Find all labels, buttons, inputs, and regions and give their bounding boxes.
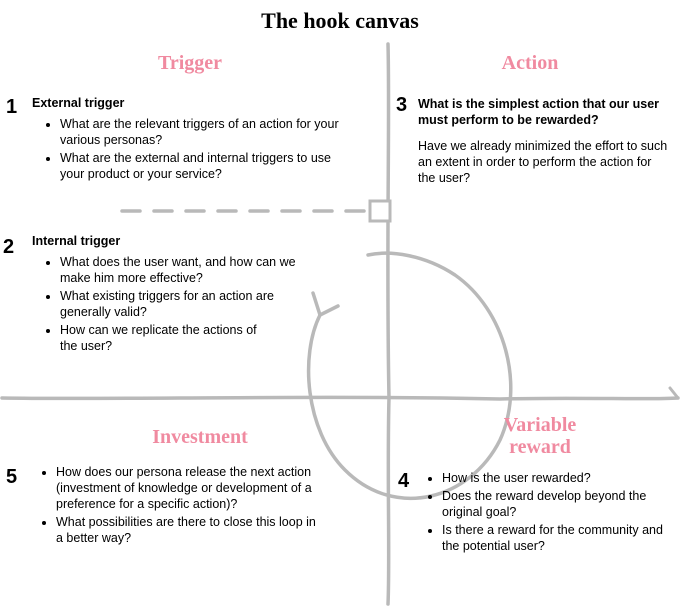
trigger-internal-bullets: What does the user want, and how can we … [32, 254, 322, 354]
list-item: What are the external and internal trigg… [60, 150, 342, 182]
trigger-external-section: External trigger What are the relevant t… [32, 96, 342, 184]
trigger-external-bullets: What are the relevant triggers of an act… [32, 116, 342, 182]
list-item: Does the reward develop beyond the origi… [442, 488, 670, 520]
step-number-4: 4 [398, 470, 409, 493]
investment-bullets: How does our persona release the next ac… [28, 464, 320, 546]
list-item: What does the user want, and how can we … [60, 254, 322, 286]
investment-section: How does our persona release the next ac… [28, 462, 320, 548]
variable-reward-section: How is the user rewarded? Does the rewar… [414, 468, 670, 556]
trigger-external-heading: External trigger [32, 96, 342, 110]
action-heading: What is the simplest action that our use… [418, 96, 670, 128]
trigger-internal-section: Internal trigger What does the user want… [32, 234, 322, 356]
quad-title-investment: Investment [100, 426, 300, 449]
step-number-3: 3 [396, 94, 407, 117]
step-number-5: 5 [6, 466, 17, 489]
list-item: How does our persona release the next ac… [56, 464, 320, 512]
action-section: What is the simplest action that our use… [418, 96, 670, 186]
list-item: How is the user rewarded? [442, 470, 670, 486]
page-title: The hook canvas [0, 8, 680, 34]
variable-reward-bullets: How is the user rewarded? Does the rewar… [414, 470, 670, 554]
step-number-1: 1 [6, 96, 17, 119]
action-paragraph: Have we already minimized the effort to … [418, 138, 670, 186]
trigger-internal-heading: Internal trigger [32, 234, 322, 248]
step-number-2: 2 [3, 236, 14, 259]
hook-canvas: The hook canvas Trigger Action Investmen… [0, 0, 680, 606]
list-item: What existing triggers for an action are… [60, 288, 280, 320]
list-item: What are the relevant triggers of an act… [60, 116, 342, 148]
quad-title-variable-reward: Variable reward [440, 414, 640, 458]
quad-title-trigger: Trigger [90, 52, 290, 75]
list-item: How can we replicate the actions of the … [60, 322, 260, 354]
list-item: What possibilities are there to close th… [56, 514, 320, 546]
quad-title-action: Action [430, 52, 630, 75]
list-item: Is there a reward for the community and … [442, 522, 670, 554]
